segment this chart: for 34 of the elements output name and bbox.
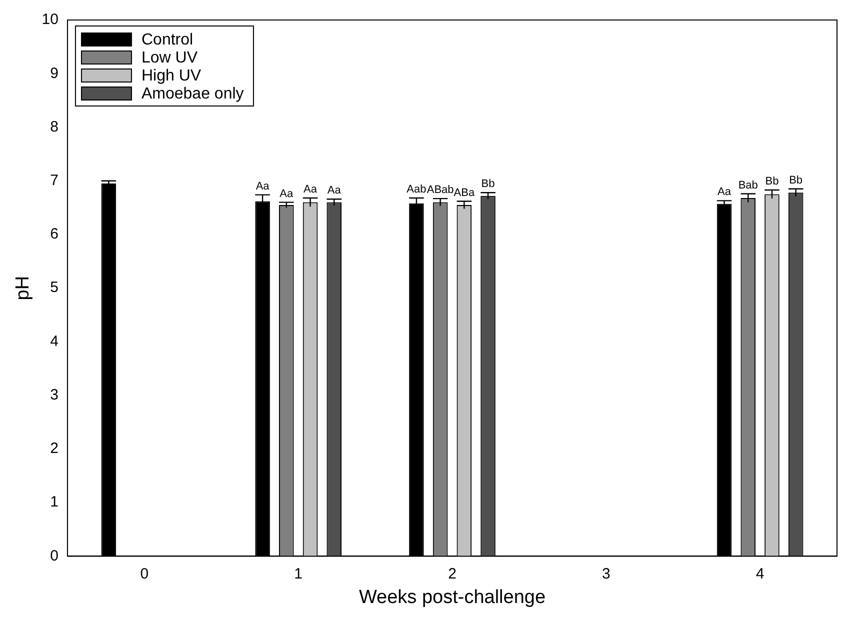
y-tick-label: 5 xyxy=(50,279,58,296)
y-tick-label: 0 xyxy=(50,547,58,564)
data-label: Aab xyxy=(406,184,426,196)
legend-label: High UV xyxy=(141,67,202,84)
data-label: Aa xyxy=(280,188,294,200)
x-tick-label: 2 xyxy=(448,565,456,582)
legend-label: Control xyxy=(141,31,194,48)
x-tick-label: 3 xyxy=(602,565,610,582)
data-label: Aa xyxy=(718,186,732,198)
legend-label: Low UV xyxy=(141,49,198,66)
x-tick-label: 0 xyxy=(140,565,149,582)
y-tick-label: 10 xyxy=(42,11,58,28)
y-tick-label: 1 xyxy=(50,494,58,511)
y-tick-label: 3 xyxy=(50,386,58,404)
y-axis-title: pH xyxy=(12,276,34,300)
y-tick-label: 7 xyxy=(50,172,58,189)
y-tick-label: 4 xyxy=(50,332,58,350)
x-axis-title: Weeks post-challenge xyxy=(358,586,546,608)
y-tick-label: 2 xyxy=(50,440,58,458)
data-label: Bb xyxy=(789,174,803,186)
data-label: Bb xyxy=(765,176,779,188)
data-label: Bab xyxy=(738,179,758,192)
x-tick-label: 4 xyxy=(756,565,764,582)
data-label: Aa xyxy=(327,184,342,197)
data-label: Bb xyxy=(481,178,495,190)
x-tick-label: 1 xyxy=(294,565,303,582)
data-label: ABab xyxy=(426,184,454,196)
data-label: Aa xyxy=(304,184,318,196)
y-tick-label: 8 xyxy=(50,118,58,136)
legend-label: Amoebae only xyxy=(141,85,244,102)
y-tick-label: 6 xyxy=(50,226,58,243)
y-tick-label: 9 xyxy=(50,64,58,82)
data-label: Aa xyxy=(256,180,270,192)
data-label: ABa xyxy=(454,186,476,199)
